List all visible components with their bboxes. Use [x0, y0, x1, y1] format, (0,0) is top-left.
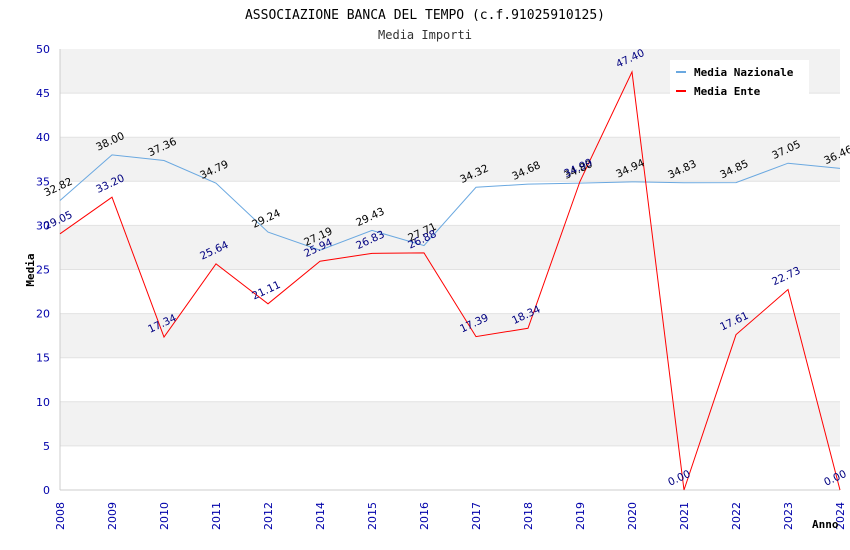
grid-band [60, 137, 840, 182]
x-tick-label: 2019 [574, 502, 587, 530]
x-tick-label: 2017 [470, 502, 483, 530]
y-tick-label: 10 [36, 396, 50, 409]
x-tick-label: 2015 [366, 502, 379, 530]
grid-band [60, 181, 840, 226]
grid-bands [59, 49, 840, 491]
y-tick-label: 35 [36, 175, 50, 188]
series-lines [59, 70, 841, 491]
y-tick-label: 25 [36, 264, 50, 277]
grid-band [60, 401, 840, 446]
grid-band [60, 93, 840, 138]
legend-box [670, 60, 809, 100]
grid-band [60, 225, 840, 270]
x-axis-label: Anno [812, 518, 839, 531]
y-tick-label: 20 [36, 308, 50, 321]
y-tick-label: 30 [36, 219, 50, 232]
y-tick-label: 45 [36, 87, 50, 100]
x-tick-label: 2018 [522, 502, 535, 530]
legend-label: Media Nazionale [694, 66, 794, 79]
x-tick-label: 2021 [678, 502, 691, 530]
grid-band [60, 269, 840, 314]
x-tick-label: 2012 [262, 502, 275, 530]
chart-title: ASSOCIAZIONE BANCA DEL TEMPO (c.f.910259… [245, 8, 605, 23]
grid-band [60, 445, 840, 490]
x-tick-label: 2011 [210, 502, 223, 530]
x-tick-label: 2022 [730, 502, 743, 530]
y-tick-label: 50 [36, 43, 50, 56]
x-tick-label: 2010 [158, 502, 171, 530]
x-tick-label: 2023 [782, 502, 795, 530]
x-tick-label: 2020 [626, 502, 639, 530]
legend: Media Nazionale Media Ente [670, 60, 809, 100]
grid-band [60, 313, 840, 358]
y-tick-label: 5 [43, 440, 50, 453]
x-tick-label: 2014 [314, 502, 327, 530]
x-tick-label: 2016 [418, 502, 431, 530]
chart-subtitle: Media Importi [378, 28, 472, 42]
x-tick-label: 2024 [834, 502, 847, 530]
y-tick-label: 15 [36, 352, 50, 365]
x-tick-label: 2009 [106, 502, 119, 530]
series-line [59, 70, 841, 491]
grid-band [60, 357, 840, 402]
series-line [59, 154, 841, 251]
y-tick-label: 0 [43, 484, 50, 497]
x-axis-ticks: 2008 2009 2010 2011 2012 2014 2015 2016 2017 2018… [54, 502, 847, 530]
y-axis-ticks: 0 5 10 15 20 25 30 35 40 45 50 [36, 43, 50, 497]
y-tick-label: 40 [36, 131, 50, 144]
y-axis-label: Media [24, 253, 37, 286]
legend-label: Media Ente [694, 85, 761, 98]
x-tick-label: 2008 [54, 502, 67, 530]
